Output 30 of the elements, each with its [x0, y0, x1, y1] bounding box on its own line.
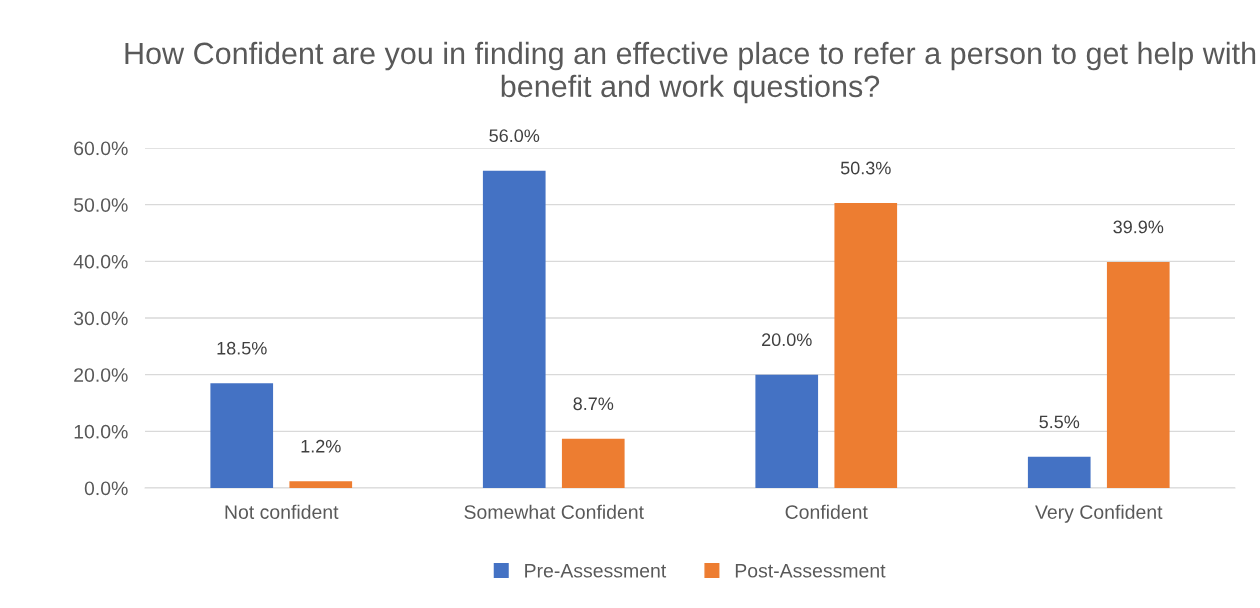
data-label: 5.5% [1039, 415, 1080, 429]
bar [755, 374, 819, 488]
bar [289, 481, 353, 488]
y-tick-label: 10.0% [74, 424, 128, 439]
x-tick-label: Very Confident [1035, 504, 1163, 523]
data-label: 39.9% [1113, 220, 1164, 234]
x-tick-label: Somewhat Confident [464, 504, 644, 519]
y-tick-label: 20.0% [74, 368, 128, 382]
x-tick-label: Not confident [225, 504, 339, 519]
data-label: 50.3% [840, 161, 891, 175]
bar [1106, 261, 1170, 488]
bar [561, 438, 625, 488]
data-label: 20.0% [762, 333, 812, 347]
legend-label: Post-Assessment [735, 564, 886, 578]
data-label: 18.5% [217, 341, 267, 355]
bar [834, 202, 898, 488]
y-tick-label: 30.0% [73, 311, 128, 326]
data-label: 8.7% [573, 397, 614, 411]
data-label: 56.0% [489, 129, 540, 143]
y-tick-label: 50.0% [73, 198, 128, 212]
bar [482, 170, 546, 488]
bar [210, 383, 274, 488]
y-tick-label: 60.0% [74, 141, 128, 156]
x-tick-label: Confident [785, 504, 868, 519]
legend-label: Pre-Assessment [525, 564, 667, 578]
data-label: 1.2% [301, 439, 341, 453]
bar [1027, 456, 1091, 488]
y-tick-label: 40.0% [73, 254, 128, 269]
chart-title: How Confident are you in finding an effective place to refer a person to get help with benefit and work questions? [125, 41, 1256, 104]
y-tick-label: 0.0% [84, 481, 128, 496]
